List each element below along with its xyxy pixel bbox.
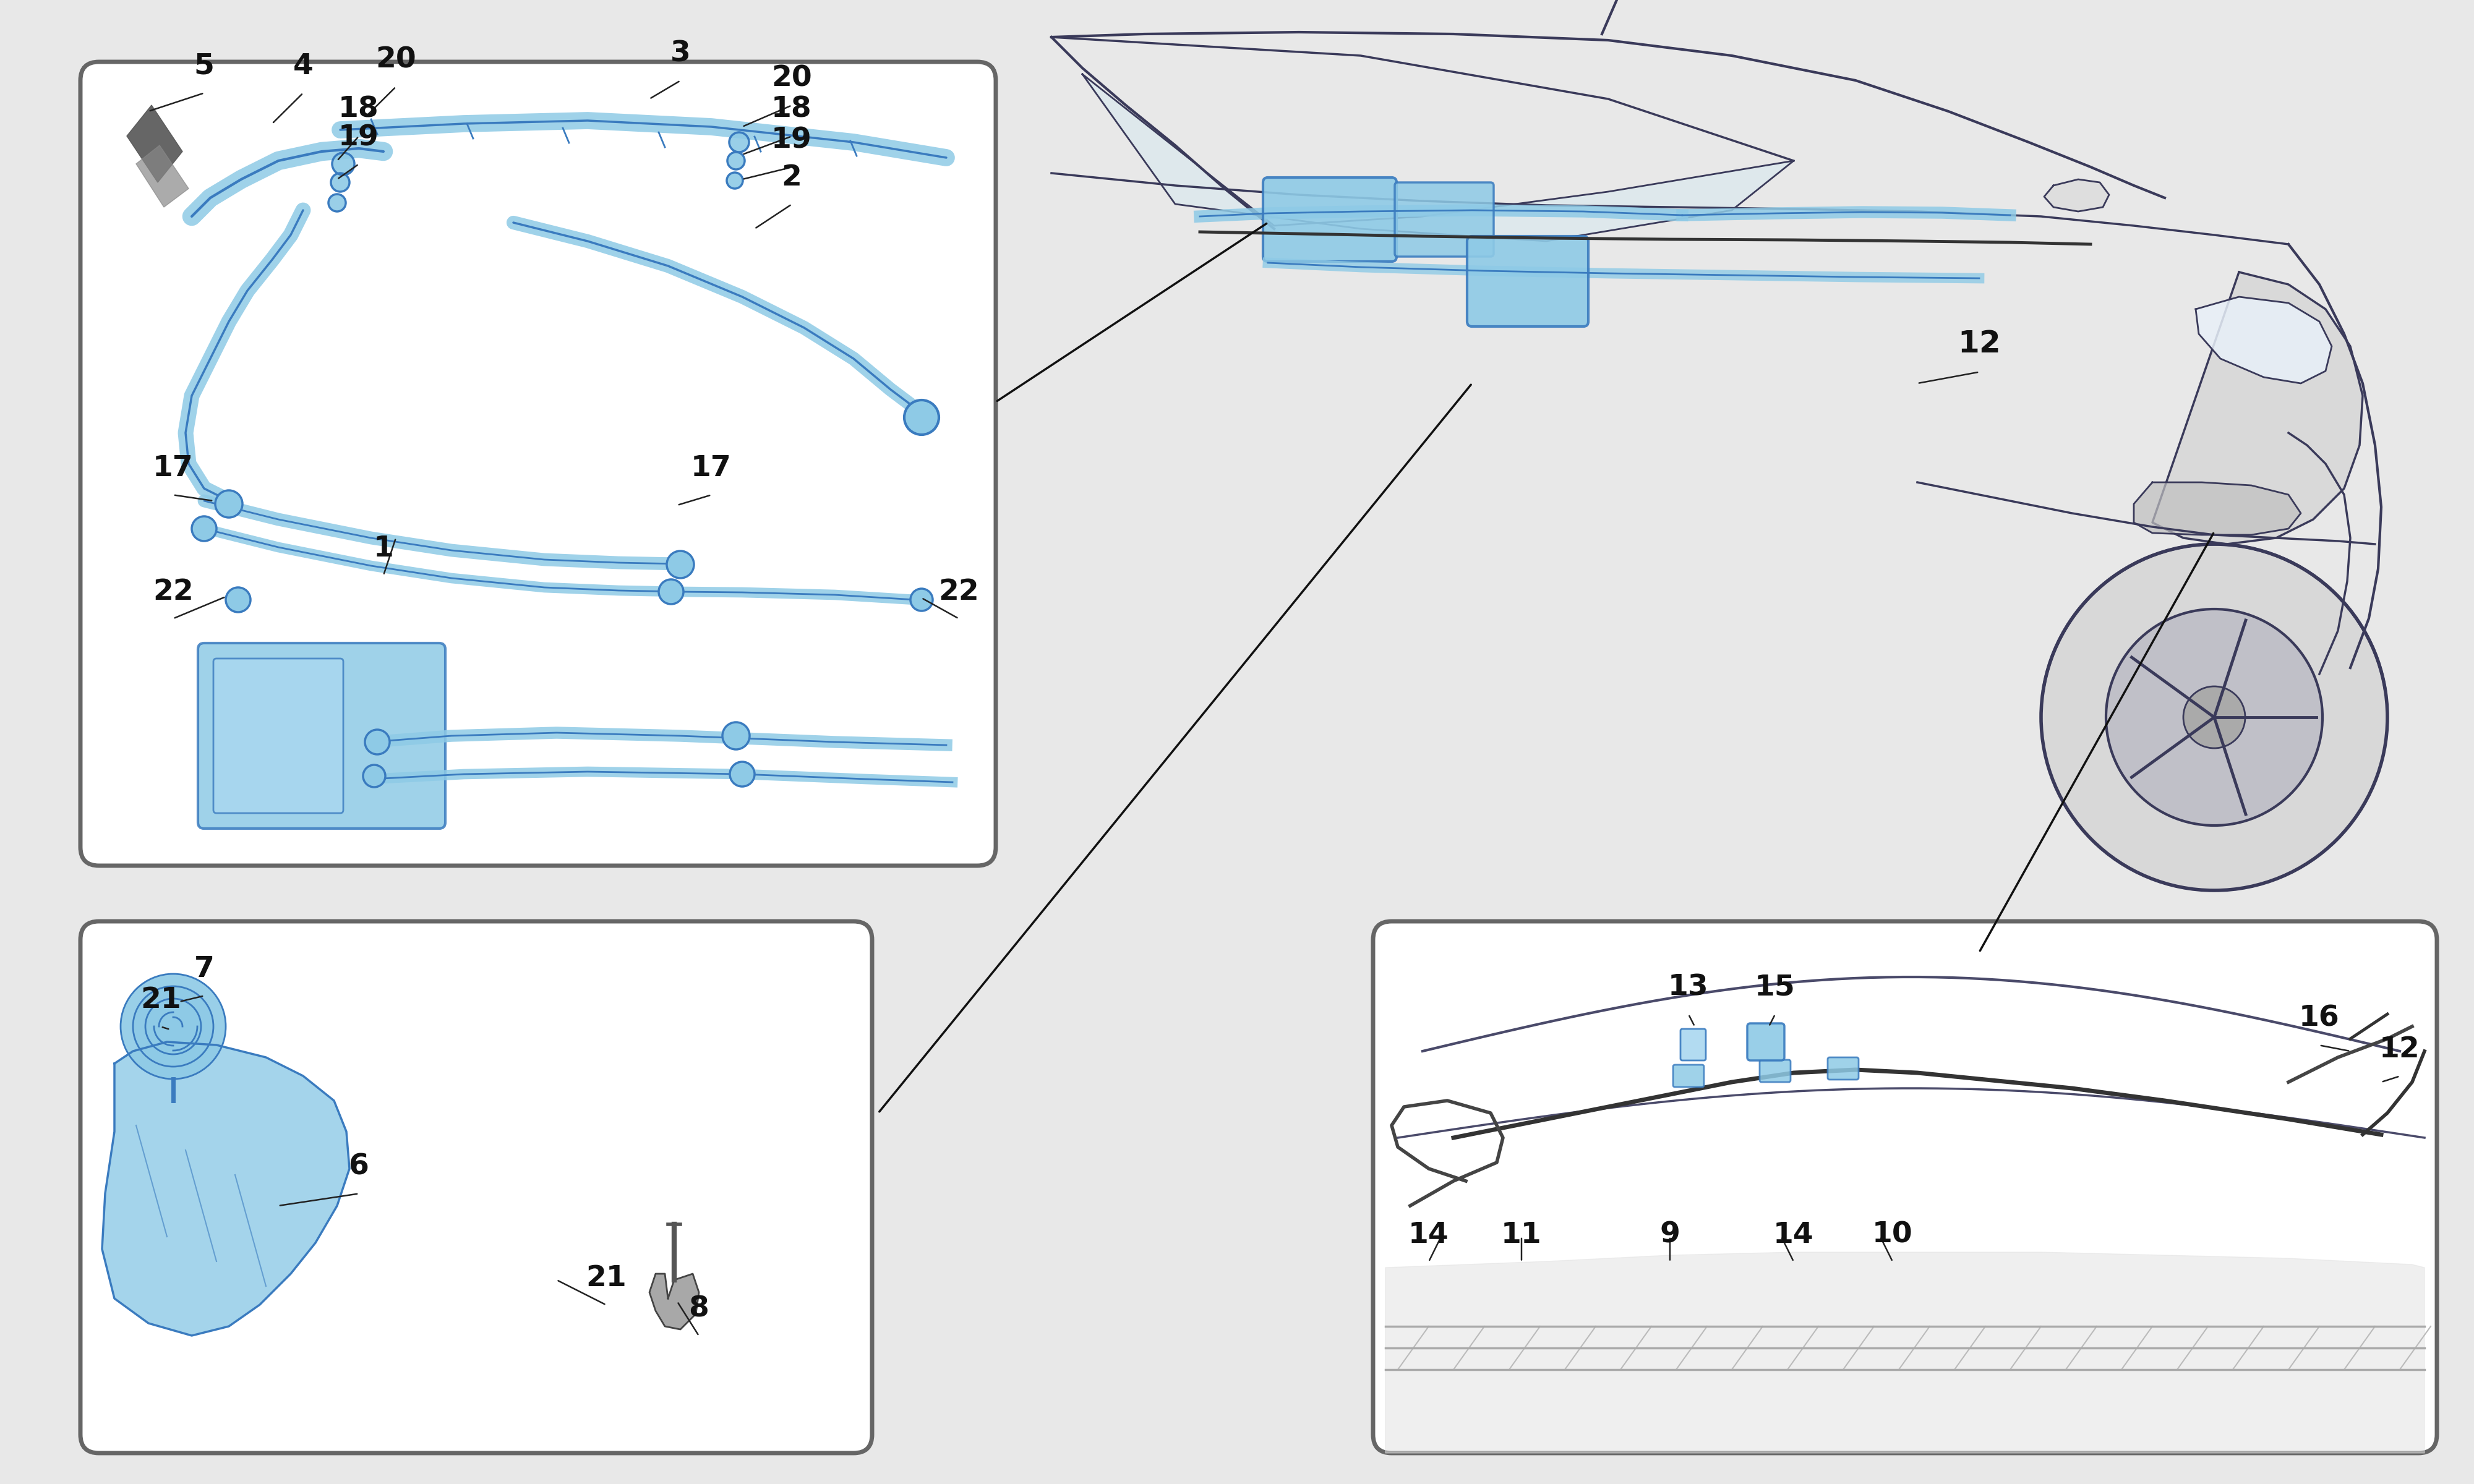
- Circle shape: [364, 764, 386, 787]
- Circle shape: [2185, 686, 2246, 748]
- Text: 10: 10: [1873, 1221, 1912, 1250]
- Text: 5: 5: [193, 52, 215, 80]
- Text: 17: 17: [153, 454, 193, 482]
- Circle shape: [658, 579, 683, 604]
- Circle shape: [225, 588, 250, 611]
- FancyBboxPatch shape: [1747, 1024, 1784, 1061]
- Text: 18: 18: [772, 96, 811, 123]
- Circle shape: [366, 730, 391, 754]
- Text: 18: 18: [339, 96, 379, 123]
- FancyBboxPatch shape: [79, 62, 995, 865]
- Text: 17: 17: [690, 454, 732, 482]
- Circle shape: [215, 490, 242, 518]
- Text: 16: 16: [2298, 1005, 2340, 1033]
- Circle shape: [332, 153, 354, 175]
- Circle shape: [668, 551, 693, 579]
- FancyBboxPatch shape: [1395, 183, 1494, 257]
- FancyBboxPatch shape: [1264, 178, 1395, 261]
- Polygon shape: [2152, 272, 2363, 545]
- FancyBboxPatch shape: [1373, 922, 2437, 1453]
- Text: 20: 20: [772, 65, 811, 92]
- Text: 21: 21: [141, 987, 181, 1014]
- FancyBboxPatch shape: [198, 643, 445, 828]
- Circle shape: [146, 999, 200, 1054]
- Text: 15: 15: [1754, 974, 1796, 1002]
- Text: 12: 12: [1957, 329, 2001, 359]
- Text: 20: 20: [376, 46, 416, 74]
- Text: 19: 19: [772, 126, 811, 154]
- Text: 14: 14: [1408, 1221, 1450, 1250]
- Text: 14: 14: [1774, 1221, 1813, 1250]
- Circle shape: [332, 174, 349, 191]
- Text: 1: 1: [374, 534, 393, 562]
- Circle shape: [730, 132, 750, 151]
- Circle shape: [910, 589, 933, 611]
- FancyBboxPatch shape: [213, 659, 344, 813]
- Text: 9: 9: [1660, 1221, 1680, 1250]
- Text: 8: 8: [688, 1296, 710, 1324]
- Text: 6: 6: [349, 1153, 369, 1181]
- Text: 13: 13: [1667, 974, 1710, 1002]
- Circle shape: [193, 516, 218, 542]
- Polygon shape: [2133, 482, 2301, 534]
- Circle shape: [121, 974, 225, 1079]
- Text: 3: 3: [670, 40, 690, 68]
- Polygon shape: [1385, 1252, 2425, 1453]
- FancyBboxPatch shape: [79, 922, 871, 1453]
- Text: 7: 7: [193, 956, 215, 982]
- Polygon shape: [2044, 180, 2108, 211]
- Text: 11: 11: [1502, 1221, 1541, 1250]
- Polygon shape: [136, 145, 188, 208]
- FancyBboxPatch shape: [1672, 1066, 1705, 1086]
- Circle shape: [905, 401, 940, 435]
- Text: 21: 21: [586, 1264, 626, 1293]
- Text: 22: 22: [938, 579, 980, 605]
- Text: 2: 2: [782, 163, 802, 191]
- Polygon shape: [1084, 74, 1794, 240]
- Circle shape: [727, 151, 745, 169]
- Circle shape: [722, 723, 750, 749]
- Circle shape: [730, 761, 755, 787]
- Circle shape: [134, 987, 213, 1067]
- Text: 19: 19: [339, 123, 379, 151]
- Circle shape: [727, 172, 742, 188]
- Text: 22: 22: [153, 579, 193, 605]
- Polygon shape: [126, 105, 183, 183]
- Circle shape: [2041, 545, 2387, 890]
- Polygon shape: [648, 1273, 700, 1330]
- Polygon shape: [101, 1042, 349, 1336]
- FancyBboxPatch shape: [1467, 236, 1588, 326]
- Polygon shape: [2197, 297, 2331, 383]
- FancyBboxPatch shape: [1680, 1028, 1707, 1061]
- Circle shape: [329, 194, 346, 211]
- FancyBboxPatch shape: [1828, 1057, 1858, 1080]
- FancyBboxPatch shape: [1759, 1060, 1791, 1082]
- Circle shape: [2105, 608, 2323, 825]
- Text: 4: 4: [292, 52, 314, 80]
- Text: 12: 12: [2380, 1036, 2420, 1064]
